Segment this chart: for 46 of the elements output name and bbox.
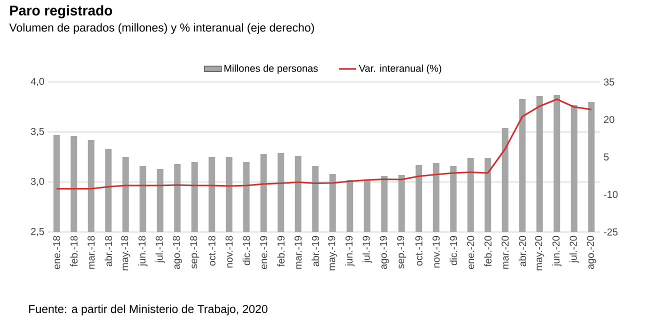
x-tick-label: mar.-19: [294, 236, 302, 269]
x-tick-label: nov.-19: [432, 236, 440, 268]
x-tick-label: mar.-20: [502, 236, 509, 269]
x-tick-label: jul.-18: [155, 236, 165, 264]
x-tick-label: may.-18: [121, 236, 130, 270]
x-tick-label: abr.-20: [518, 236, 526, 266]
x-tick-label: sep.-18: [190, 236, 200, 269]
x-tick-label: ene.-19: [260, 236, 268, 270]
x-tick-label: may.-19: [328, 236, 338, 270]
legend-label: Millones de personas: [224, 64, 318, 74]
y-tick-label: 3,0: [30, 178, 44, 186]
legend-label: Var. interanual (%): [358, 64, 442, 74]
y2-tick-label: -25: [604, 228, 618, 236]
x-tick-label: feb.-18: [70, 236, 78, 267]
x-tick-label: ago.-18: [172, 236, 182, 270]
chart-subtitle: Volumen de parados (millones) y % interanual (eje derecho): [9, 23, 314, 34]
x-tick-label: jul.-20: [569, 236, 579, 264]
chart-title: Paro registrado: [10, 5, 112, 18]
y-tick-label: 2,5: [31, 228, 44, 236]
x-tick-label: jul.-19: [362, 236, 372, 264]
y-tick-label: 4,0: [30, 78, 44, 86]
source-note: Fuente: a partir del Ministerio de Trabajo, 2020: [29, 304, 268, 316]
y2-tick-label: -10: [604, 190, 618, 198]
y2-tick-label: 35: [604, 78, 614, 86]
x-tick-label: abr.-19: [312, 236, 320, 266]
x-tick-label: dic.-19: [450, 236, 458, 266]
x-tick-label: jun.-18: [138, 236, 148, 266]
x-tick-label: sep.-19: [397, 236, 406, 269]
x-tick-label: feb.-20: [484, 236, 492, 267]
y2-tick-label: 5: [604, 154, 609, 160]
x-tick-label: mar.-18: [88, 236, 95, 269]
y2-tick-label: 20: [604, 116, 614, 124]
x-tick-label: feb.-19: [277, 236, 285, 267]
x-tick-label: ene.-18: [53, 236, 60, 270]
x-tick-label: ene.-20: [467, 236, 474, 270]
x-tick-label: jun.-19: [345, 236, 355, 266]
x-tick-label: ago.-20: [586, 236, 596, 270]
x-tick-label: nov.-18: [226, 236, 233, 268]
x-tick-label: jun.-20: [552, 236, 562, 266]
x-tick-label: ago.-19: [380, 236, 389, 270]
x-tick-label: may.-20: [535, 236, 544, 270]
x-tick-label: oct.-18: [208, 236, 216, 266]
y-tick-label: 3,5: [30, 128, 44, 136]
x-tick-label: oct.-19: [415, 236, 422, 266]
x-tick-label: abr.-18: [104, 236, 112, 266]
x-tick-label: dic.-18: [242, 236, 250, 266]
